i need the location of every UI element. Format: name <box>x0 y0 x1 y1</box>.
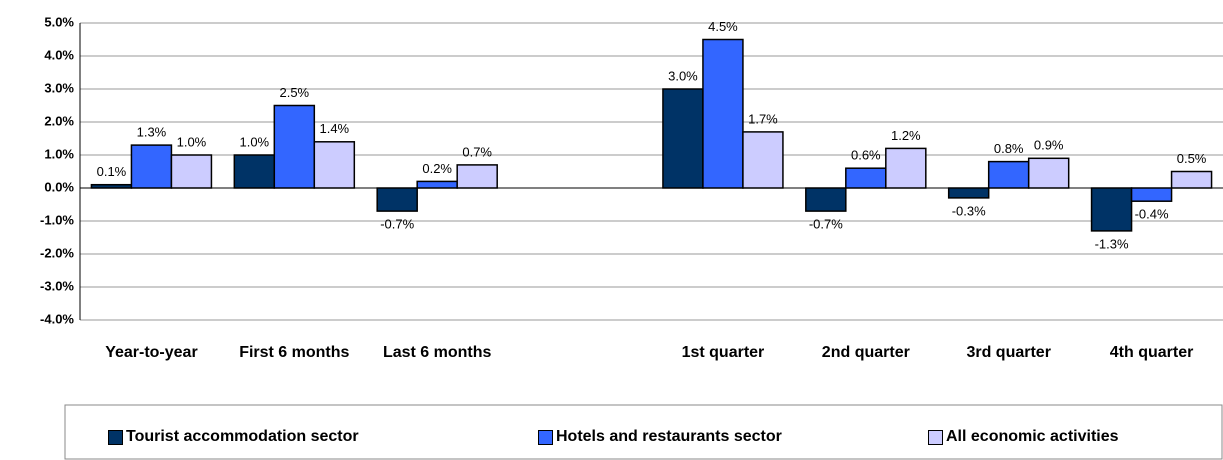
bar <box>987 160 1030 189</box>
x-tick-label: First 6 months <box>239 344 350 361</box>
y-tick-label: 3.0% <box>44 80 74 95</box>
bar <box>702 38 744 189</box>
data-label: 1.0% <box>239 134 269 149</box>
data-label: -0.7% <box>809 217 843 232</box>
legend-item: Tourist accommodation sector <box>108 428 359 446</box>
bar <box>170 154 213 189</box>
legend-swatch <box>538 429 553 445</box>
data-label: -0.7% <box>380 217 414 232</box>
data-label: 1.0% <box>177 134 207 149</box>
data-label: 1.7% <box>748 111 778 126</box>
bar <box>273 104 316 189</box>
bar <box>1170 170 1213 189</box>
legend-item: All economic activities <box>928 428 1119 446</box>
data-label: -1.3% <box>1095 236 1129 251</box>
legend-label: All economic activities <box>946 428 1119 445</box>
y-tick-label: 4.0% <box>44 47 74 62</box>
x-tick-label: Last 6 months <box>382 344 492 361</box>
bar <box>1027 157 1070 189</box>
data-label: 3.0% <box>668 68 698 83</box>
y-tick-label: 2.0% <box>44 113 74 128</box>
y-tick-label: 0.0% <box>44 179 74 194</box>
x-tick-label: 3rd quarter <box>966 344 1051 361</box>
legend-swatch <box>108 429 123 445</box>
bar <box>376 187 418 212</box>
y-tick-label: -3.0% <box>40 278 74 293</box>
y-tick-label: -1.0% <box>40 212 74 227</box>
data-label: 0.1% <box>97 164 127 179</box>
data-label: 0.2% <box>422 161 452 176</box>
x-tick-label: Year-to-year <box>105 344 198 361</box>
bar <box>313 141 356 189</box>
bar <box>1090 187 1133 232</box>
legend-item: Hotels and restaurants sector <box>538 428 782 446</box>
legend-swatch <box>928 429 943 445</box>
legend-box <box>64 404 1223 460</box>
x-tick-label: 1st quarter <box>681 344 765 361</box>
data-label: 0.8% <box>994 141 1024 156</box>
bar <box>742 131 784 189</box>
data-label: -0.3% <box>952 203 986 218</box>
data-label: 0.9% <box>1034 138 1064 153</box>
y-tick-label: 1.0% <box>44 146 74 161</box>
y-tick-label: 5.0% <box>44 14 74 29</box>
bar <box>662 88 704 189</box>
x-tick-label: 2nd quarter <box>821 344 910 361</box>
legend-label: Hotels and restaurants sector <box>556 428 782 445</box>
y-tick-label: -4.0% <box>40 311 74 326</box>
data-label: 1.4% <box>319 121 349 136</box>
bar <box>130 144 173 189</box>
bar <box>845 167 887 189</box>
bar <box>885 147 927 189</box>
data-label: 0.7% <box>462 144 492 159</box>
bar <box>233 154 276 189</box>
bar <box>416 180 458 189</box>
bar <box>805 187 847 212</box>
data-label: 1.3% <box>137 125 167 140</box>
x-tick-label: 4th quarter <box>1109 344 1194 361</box>
data-label: -0.4% <box>1135 207 1169 222</box>
y-tick-label: -2.0% <box>40 245 74 260</box>
data-label: 0.6% <box>851 148 881 163</box>
data-label: 4.5% <box>708 19 738 34</box>
bar <box>90 183 133 189</box>
legend-label: Tourist accommodation sector <box>126 428 359 445</box>
data-label: 1.2% <box>891 128 921 143</box>
bar <box>456 164 498 189</box>
data-label: 0.5% <box>1177 151 1207 166</box>
bar <box>947 187 990 199</box>
data-label: 2.5% <box>279 85 309 100</box>
bar <box>1130 187 1173 202</box>
